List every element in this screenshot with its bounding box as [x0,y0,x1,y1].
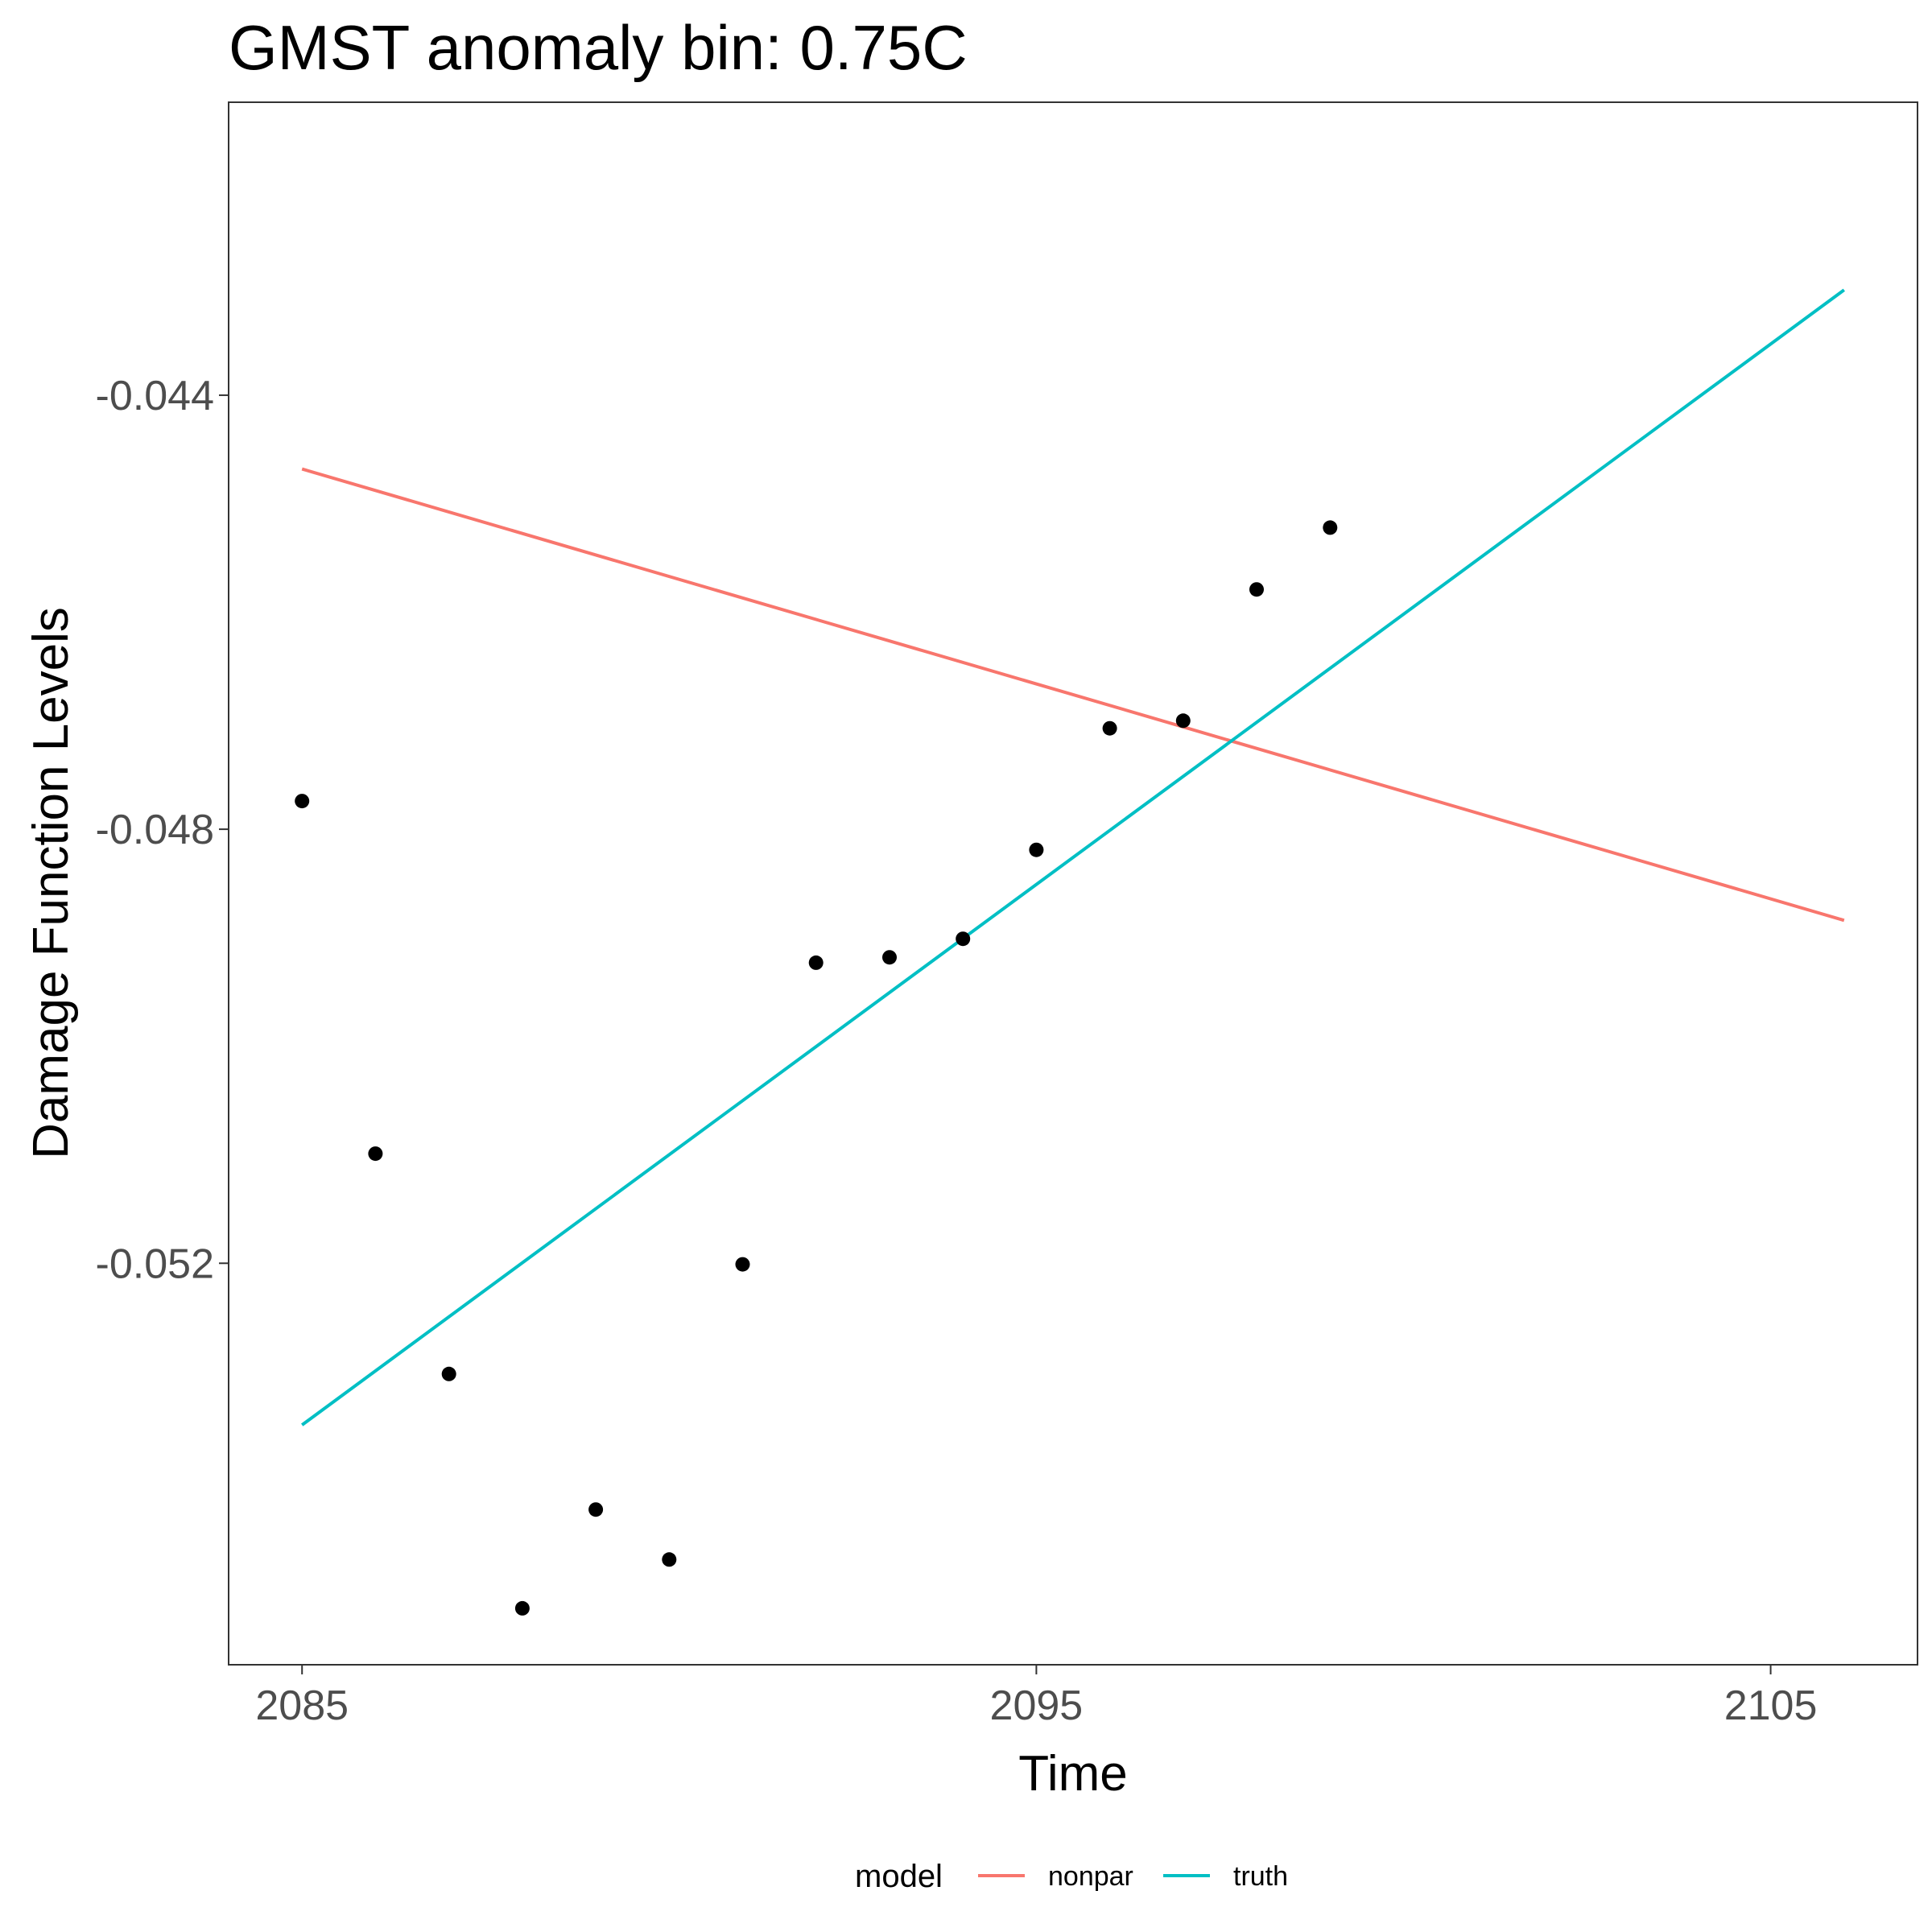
data-point [1102,720,1117,736]
data-point [882,950,897,965]
data-point [956,931,971,947]
data-point [808,955,824,970]
data-point [588,1502,604,1517]
series-line-nonpar [301,467,1845,923]
series-line-truth [301,288,1845,1426]
legend-label-nonpar: nonpar [1048,1861,1133,1892]
data-point [1029,842,1044,857]
data-point [295,794,310,809]
x-tick-label: 2085 [255,1682,349,1729]
y-axis-title: Damage Function Levels [23,607,79,1159]
points-layer [295,520,1338,1616]
data-point [441,1366,456,1381]
x-tick-label: 2095 [990,1682,1084,1729]
chart-title: GMST anomaly bin: 0.75C [229,12,968,83]
legend: model nonpar truth [855,1859,1288,1894]
data-point [368,1146,383,1162]
legend-title: model [855,1859,943,1894]
y-tick-label: -0.044 [96,373,214,419]
x-axis: 2085 2095 2105 [255,1665,1817,1729]
data-point [662,1552,677,1567]
x-tick-label: 2105 [1724,1682,1818,1729]
series-layer [301,288,1845,1426]
data-point [514,1600,530,1616]
x-axis-title: Time [1018,1746,1127,1802]
data-point [1175,713,1191,729]
y-tick-label: -0.048 [96,807,214,853]
data-point [735,1257,750,1272]
legend-label-truth: truth [1233,1861,1288,1892]
plot-panel [228,101,1918,1666]
data-point [1323,520,1338,535]
data-point [1249,582,1264,597]
y-axis: -0.044 -0.048 -0.052 [96,373,229,1287]
y-tick-label: -0.052 [96,1241,214,1287]
